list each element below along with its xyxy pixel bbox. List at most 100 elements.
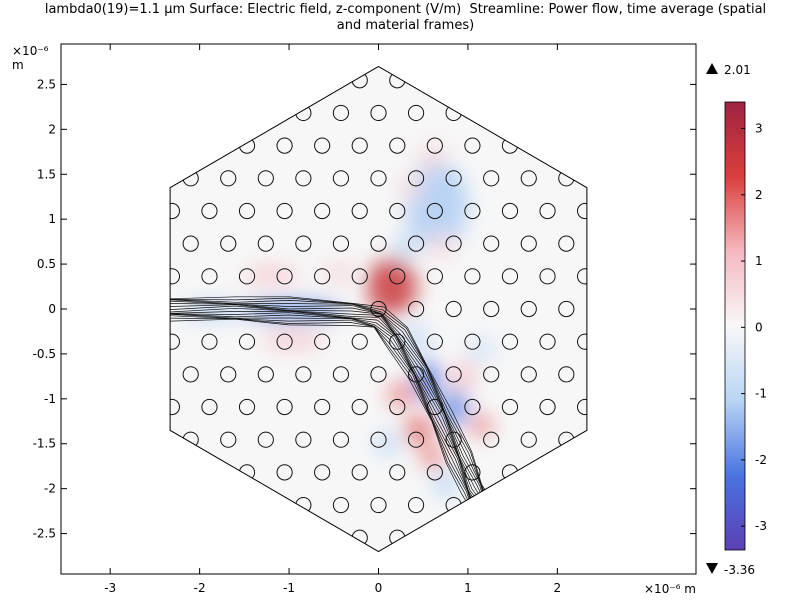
air-hole <box>389 202 406 220</box>
field-lobe <box>465 335 498 363</box>
air-hole <box>389 268 406 285</box>
air-hole <box>257 366 274 383</box>
air-hole <box>445 366 462 383</box>
field-surface <box>181 142 498 498</box>
air-hole <box>483 170 500 187</box>
air-hole <box>332 235 350 252</box>
field-lobe <box>425 232 458 260</box>
colorbar-tick-label: -2 <box>755 453 767 467</box>
air-hole <box>314 202 331 220</box>
colorbar-tick-label: 3 <box>755 122 763 136</box>
air-hole <box>389 464 406 481</box>
air-hole <box>426 202 443 220</box>
air-hole <box>539 333 556 350</box>
y-tick-label: 1.5 <box>37 167 56 181</box>
air-hole <box>351 398 368 416</box>
field-lobe <box>418 142 446 170</box>
air-hole <box>464 268 481 285</box>
air-hole <box>464 202 481 220</box>
y-tick-label: -1 <box>44 392 56 406</box>
y-tick-label: -0.5 <box>33 347 56 361</box>
streamline <box>170 310 480 508</box>
air-hole <box>351 137 368 154</box>
air-hole <box>370 496 387 514</box>
air-hole <box>520 300 537 318</box>
air-hole <box>501 268 519 285</box>
air-hole <box>426 333 443 350</box>
air-hole <box>351 202 368 220</box>
air-hole <box>426 268 443 285</box>
field-lobe <box>469 414 493 438</box>
field-lobe <box>366 257 417 316</box>
streamline <box>170 304 486 505</box>
y-tick-label: -2 <box>44 482 56 496</box>
field-lobe <box>449 362 478 391</box>
air-hole <box>501 398 519 416</box>
air-hole <box>257 431 274 448</box>
air-hole <box>501 333 519 350</box>
air-hole <box>201 398 218 416</box>
air-hole <box>483 366 500 383</box>
air-hole <box>170 398 181 416</box>
field-lobe <box>396 174 424 202</box>
air-hole <box>295 431 312 448</box>
x-tick-label: -3 <box>104 581 116 595</box>
air-hole <box>182 366 199 383</box>
air-hole <box>539 268 556 285</box>
air-hole <box>257 170 274 187</box>
colorbar-gradient <box>724 101 746 551</box>
y-tick-label: -2.5 <box>33 527 56 541</box>
air-hole <box>576 398 587 416</box>
title-line-1: lambda0(19)=1.1 µm Surface: Electric fie… <box>44 2 767 17</box>
field-lobe <box>391 232 419 260</box>
air-hole <box>576 202 587 220</box>
air-hole <box>520 366 537 383</box>
streamline <box>170 313 474 511</box>
y-unit-meter: m <box>12 58 24 72</box>
air-hole <box>370 104 387 122</box>
air-hole <box>351 464 368 481</box>
air-hole <box>483 300 500 318</box>
air-hole <box>314 137 331 154</box>
y-axis: 2.5 2 1.5 1 0.5 0 -0.5 -1 -1.5 -2 -2.5 <box>33 77 696 541</box>
field-lobe <box>441 389 468 426</box>
min-triangle-icon <box>706 563 718 574</box>
air-hole <box>539 202 556 220</box>
air-hole <box>558 235 575 252</box>
field-lobe <box>320 262 357 284</box>
air-hole <box>389 398 406 416</box>
air-hole <box>220 170 237 187</box>
x-tick-label: 2 <box>554 581 562 595</box>
air-hole <box>201 268 218 285</box>
air-hole <box>407 235 425 252</box>
air-hole <box>182 235 199 252</box>
x-tick-label: -1 <box>283 581 295 595</box>
air-hole <box>276 202 293 220</box>
air-hole <box>314 268 331 285</box>
air-hole <box>407 496 425 514</box>
colorbar: 3 2 1 0 -1 -2 -3 2.01 -3.36 <box>706 63 767 577</box>
air-hole <box>276 398 293 416</box>
x-tick-label: 0 <box>375 581 383 595</box>
field-lobe <box>405 416 433 444</box>
streamline <box>170 305 485 506</box>
field-lobe <box>262 331 325 350</box>
air-hole <box>170 333 181 350</box>
air-hole <box>407 431 425 448</box>
colorbar-tick-label: -1 <box>755 387 767 401</box>
x-tick-label: -2 <box>194 581 206 595</box>
air-hole <box>314 333 331 350</box>
air-hole <box>332 431 350 448</box>
air-hole <box>445 300 462 318</box>
streamline <box>170 303 486 505</box>
colorbar-tick-label: 2 <box>755 188 763 202</box>
title-line-2: and material frames) <box>336 18 475 33</box>
streamline <box>170 299 488 504</box>
streamline <box>170 299 487 505</box>
air-hole <box>295 170 312 187</box>
air-hole <box>314 398 331 416</box>
air-hole <box>426 137 443 154</box>
air-hole <box>445 170 462 187</box>
air-hole <box>314 464 331 481</box>
